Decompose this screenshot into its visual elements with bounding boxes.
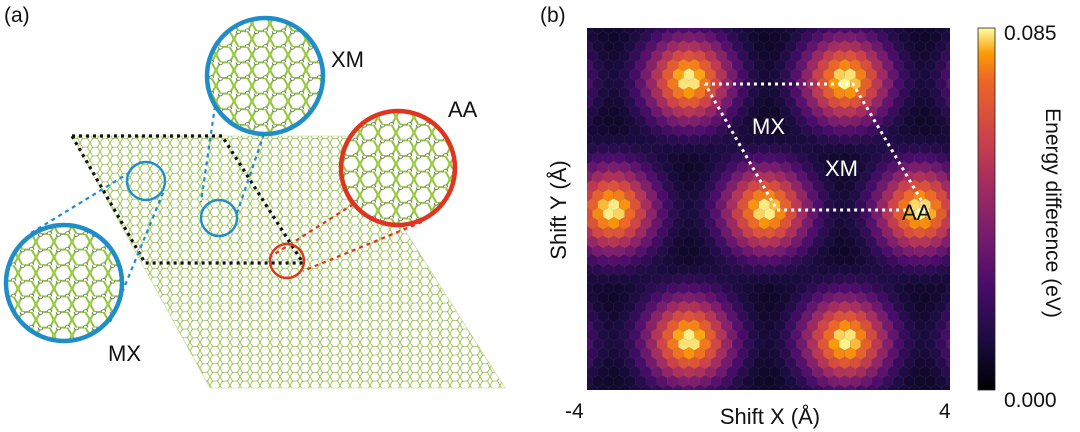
heatmap-cells (587, 28, 950, 390)
mx-zoom-circle (3, 222, 125, 344)
heatmap-cell (941, 384, 950, 390)
aa-connector-bottom (302, 220, 423, 273)
y-axis-label: Shift Y (Å) (546, 160, 571, 259)
heatmap-annotation-aa: AA (902, 200, 932, 225)
aa-callout-label: AA (448, 97, 478, 122)
heatmap-cell (946, 338, 950, 350)
heatmap-cell (946, 227, 950, 238)
aa-connector-top (269, 199, 361, 258)
aa-region-marker (268, 242, 306, 280)
heatmap-cell (946, 97, 950, 108)
heatmap-cell (946, 264, 950, 276)
heatmap-cell (946, 190, 950, 201)
heatmap-cell (946, 78, 950, 90)
xm-connector-left (199, 105, 217, 203)
heatmap-cell (946, 115, 950, 127)
heatmap-annotation-mx: MX (752, 114, 785, 139)
heatmap-cell (946, 283, 950, 294)
unit-cell-path (703, 82, 930, 212)
colorbar-max-label: 0.085 (1004, 22, 1057, 45)
heatmap-cell (946, 134, 950, 145)
mx-region-marker (125, 160, 167, 202)
heatmap-cell (946, 152, 950, 164)
xm-region-marker (199, 198, 239, 238)
heatmap-cell (946, 59, 950, 71)
heatmap-annotation-xm: XM (825, 156, 858, 181)
heatmap-cell (946, 41, 950, 52)
aa-zoom-circle (338, 108, 458, 228)
panel-a: (a) XM AA MX (3, 4, 506, 389)
colorbar-title: Energy difference (eV) (1041, 108, 1064, 318)
heatmap-cell (946, 301, 950, 313)
heatmap-cell (946, 320, 950, 331)
mx-callout-label: MX (108, 341, 141, 366)
colorbar-min-label: 0.000 (1004, 389, 1057, 412)
heatmap-cell (946, 357, 950, 369)
x-axis-label: Shift X (Å) (720, 404, 820, 429)
heatmap-cell (946, 171, 950, 183)
panel-a-label: (a) (4, 4, 30, 27)
heatmap-cell (946, 376, 950, 387)
colorbar (977, 27, 996, 391)
x-tick-min: -4 (565, 400, 584, 423)
heatmap-cell (587, 28, 593, 35)
heatmap-cell (946, 28, 950, 34)
panel-b: (b) MX XM AA Shift Y (Å) -4 4 Shift X (Å… (540, 4, 1064, 429)
xm-zoom-circle (204, 15, 326, 137)
heatmap-cell (946, 208, 950, 220)
mx-connector-top (30, 172, 130, 234)
heatmap-cell (946, 245, 950, 257)
xm-connector-right (235, 133, 266, 214)
xm-callout-label: XM (331, 47, 364, 72)
unit-cell-outline (69, 134, 306, 265)
panel-b-label: (b) (540, 4, 566, 27)
x-tick-max: 4 (939, 400, 951, 423)
